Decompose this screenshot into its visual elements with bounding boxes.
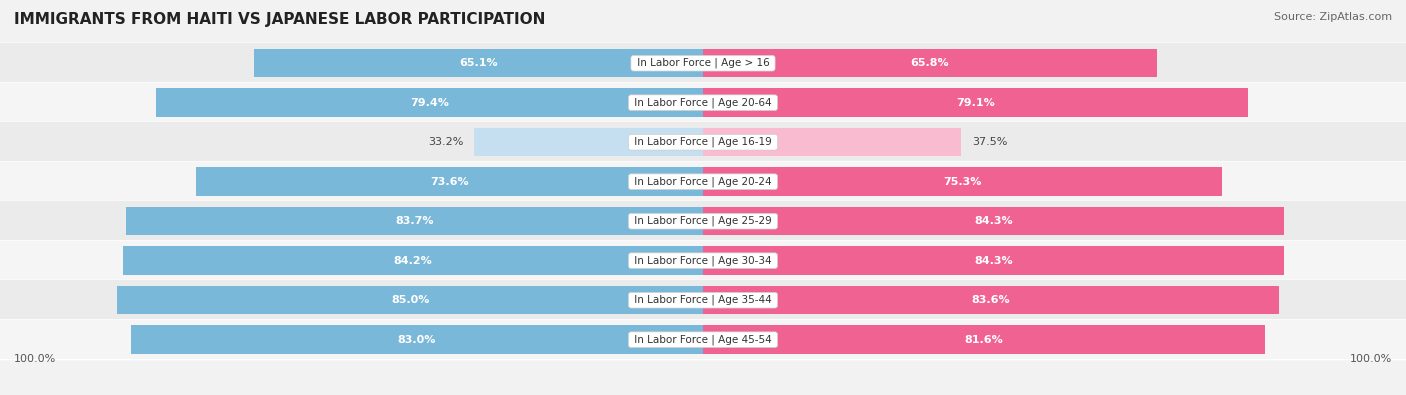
Text: Source: ZipAtlas.com: Source: ZipAtlas.com	[1274, 12, 1392, 22]
Text: 83.7%: 83.7%	[395, 216, 434, 226]
Bar	[254, 49, 703, 77]
Bar	[0, 241, 1406, 280]
Text: 81.6%: 81.6%	[965, 335, 1004, 345]
Text: 100.0%: 100.0%	[14, 354, 56, 365]
FancyBboxPatch shape	[0, 240, 1406, 281]
FancyBboxPatch shape	[0, 82, 1406, 123]
Bar	[131, 325, 703, 354]
Bar	[0, 320, 1406, 359]
FancyBboxPatch shape	[0, 122, 1406, 163]
Bar	[703, 246, 1284, 275]
Text: 84.3%: 84.3%	[974, 216, 1012, 226]
Text: 73.6%: 73.6%	[430, 177, 468, 187]
Text: 79.4%: 79.4%	[411, 98, 449, 108]
Bar	[703, 128, 962, 156]
FancyBboxPatch shape	[0, 280, 1406, 321]
Text: 83.6%: 83.6%	[972, 295, 1011, 305]
Bar	[703, 88, 1249, 117]
Text: 84.2%: 84.2%	[394, 256, 432, 266]
Text: 33.2%: 33.2%	[429, 137, 464, 147]
Text: IMMIGRANTS FROM HAITI VS JAPANESE LABOR PARTICIPATION: IMMIGRANTS FROM HAITI VS JAPANESE LABOR …	[14, 12, 546, 27]
Text: In Labor Force | Age 20-64: In Labor Force | Age 20-64	[631, 98, 775, 108]
Bar	[156, 88, 703, 117]
Text: 79.1%: 79.1%	[956, 98, 995, 108]
FancyBboxPatch shape	[0, 161, 1406, 202]
Bar	[122, 246, 703, 275]
Bar	[127, 207, 703, 235]
Bar	[0, 43, 1406, 83]
Bar	[0, 83, 1406, 122]
Bar	[0, 122, 1406, 162]
Bar	[0, 280, 1406, 320]
Text: 65.8%: 65.8%	[911, 58, 949, 68]
Text: 84.3%: 84.3%	[974, 256, 1012, 266]
Bar	[474, 128, 703, 156]
Bar	[195, 167, 703, 196]
Bar	[703, 207, 1284, 235]
Text: 37.5%: 37.5%	[972, 137, 1007, 147]
Bar	[703, 49, 1157, 77]
Text: 100.0%: 100.0%	[1350, 354, 1392, 365]
FancyBboxPatch shape	[0, 43, 1406, 84]
Text: In Labor Force | Age > 16: In Labor Force | Age > 16	[634, 58, 772, 68]
Text: In Labor Force | Age 25-29: In Labor Force | Age 25-29	[631, 216, 775, 226]
Text: 85.0%: 85.0%	[391, 295, 429, 305]
Text: 83.0%: 83.0%	[398, 335, 436, 345]
Text: In Labor Force | Age 20-24: In Labor Force | Age 20-24	[631, 177, 775, 187]
Text: 65.1%: 65.1%	[460, 58, 498, 68]
Text: 75.3%: 75.3%	[943, 177, 981, 187]
Text: In Labor Force | Age 45-54: In Labor Force | Age 45-54	[631, 335, 775, 345]
Bar	[703, 167, 1222, 196]
Bar	[703, 286, 1279, 314]
Bar	[117, 286, 703, 314]
Bar	[0, 162, 1406, 201]
Text: In Labor Force | Age 35-44: In Labor Force | Age 35-44	[631, 295, 775, 305]
Text: In Labor Force | Age 30-34: In Labor Force | Age 30-34	[631, 256, 775, 266]
Bar	[703, 325, 1265, 354]
Bar	[0, 201, 1406, 241]
FancyBboxPatch shape	[0, 319, 1406, 360]
FancyBboxPatch shape	[0, 201, 1406, 242]
Text: In Labor Force | Age 16-19: In Labor Force | Age 16-19	[631, 137, 775, 147]
